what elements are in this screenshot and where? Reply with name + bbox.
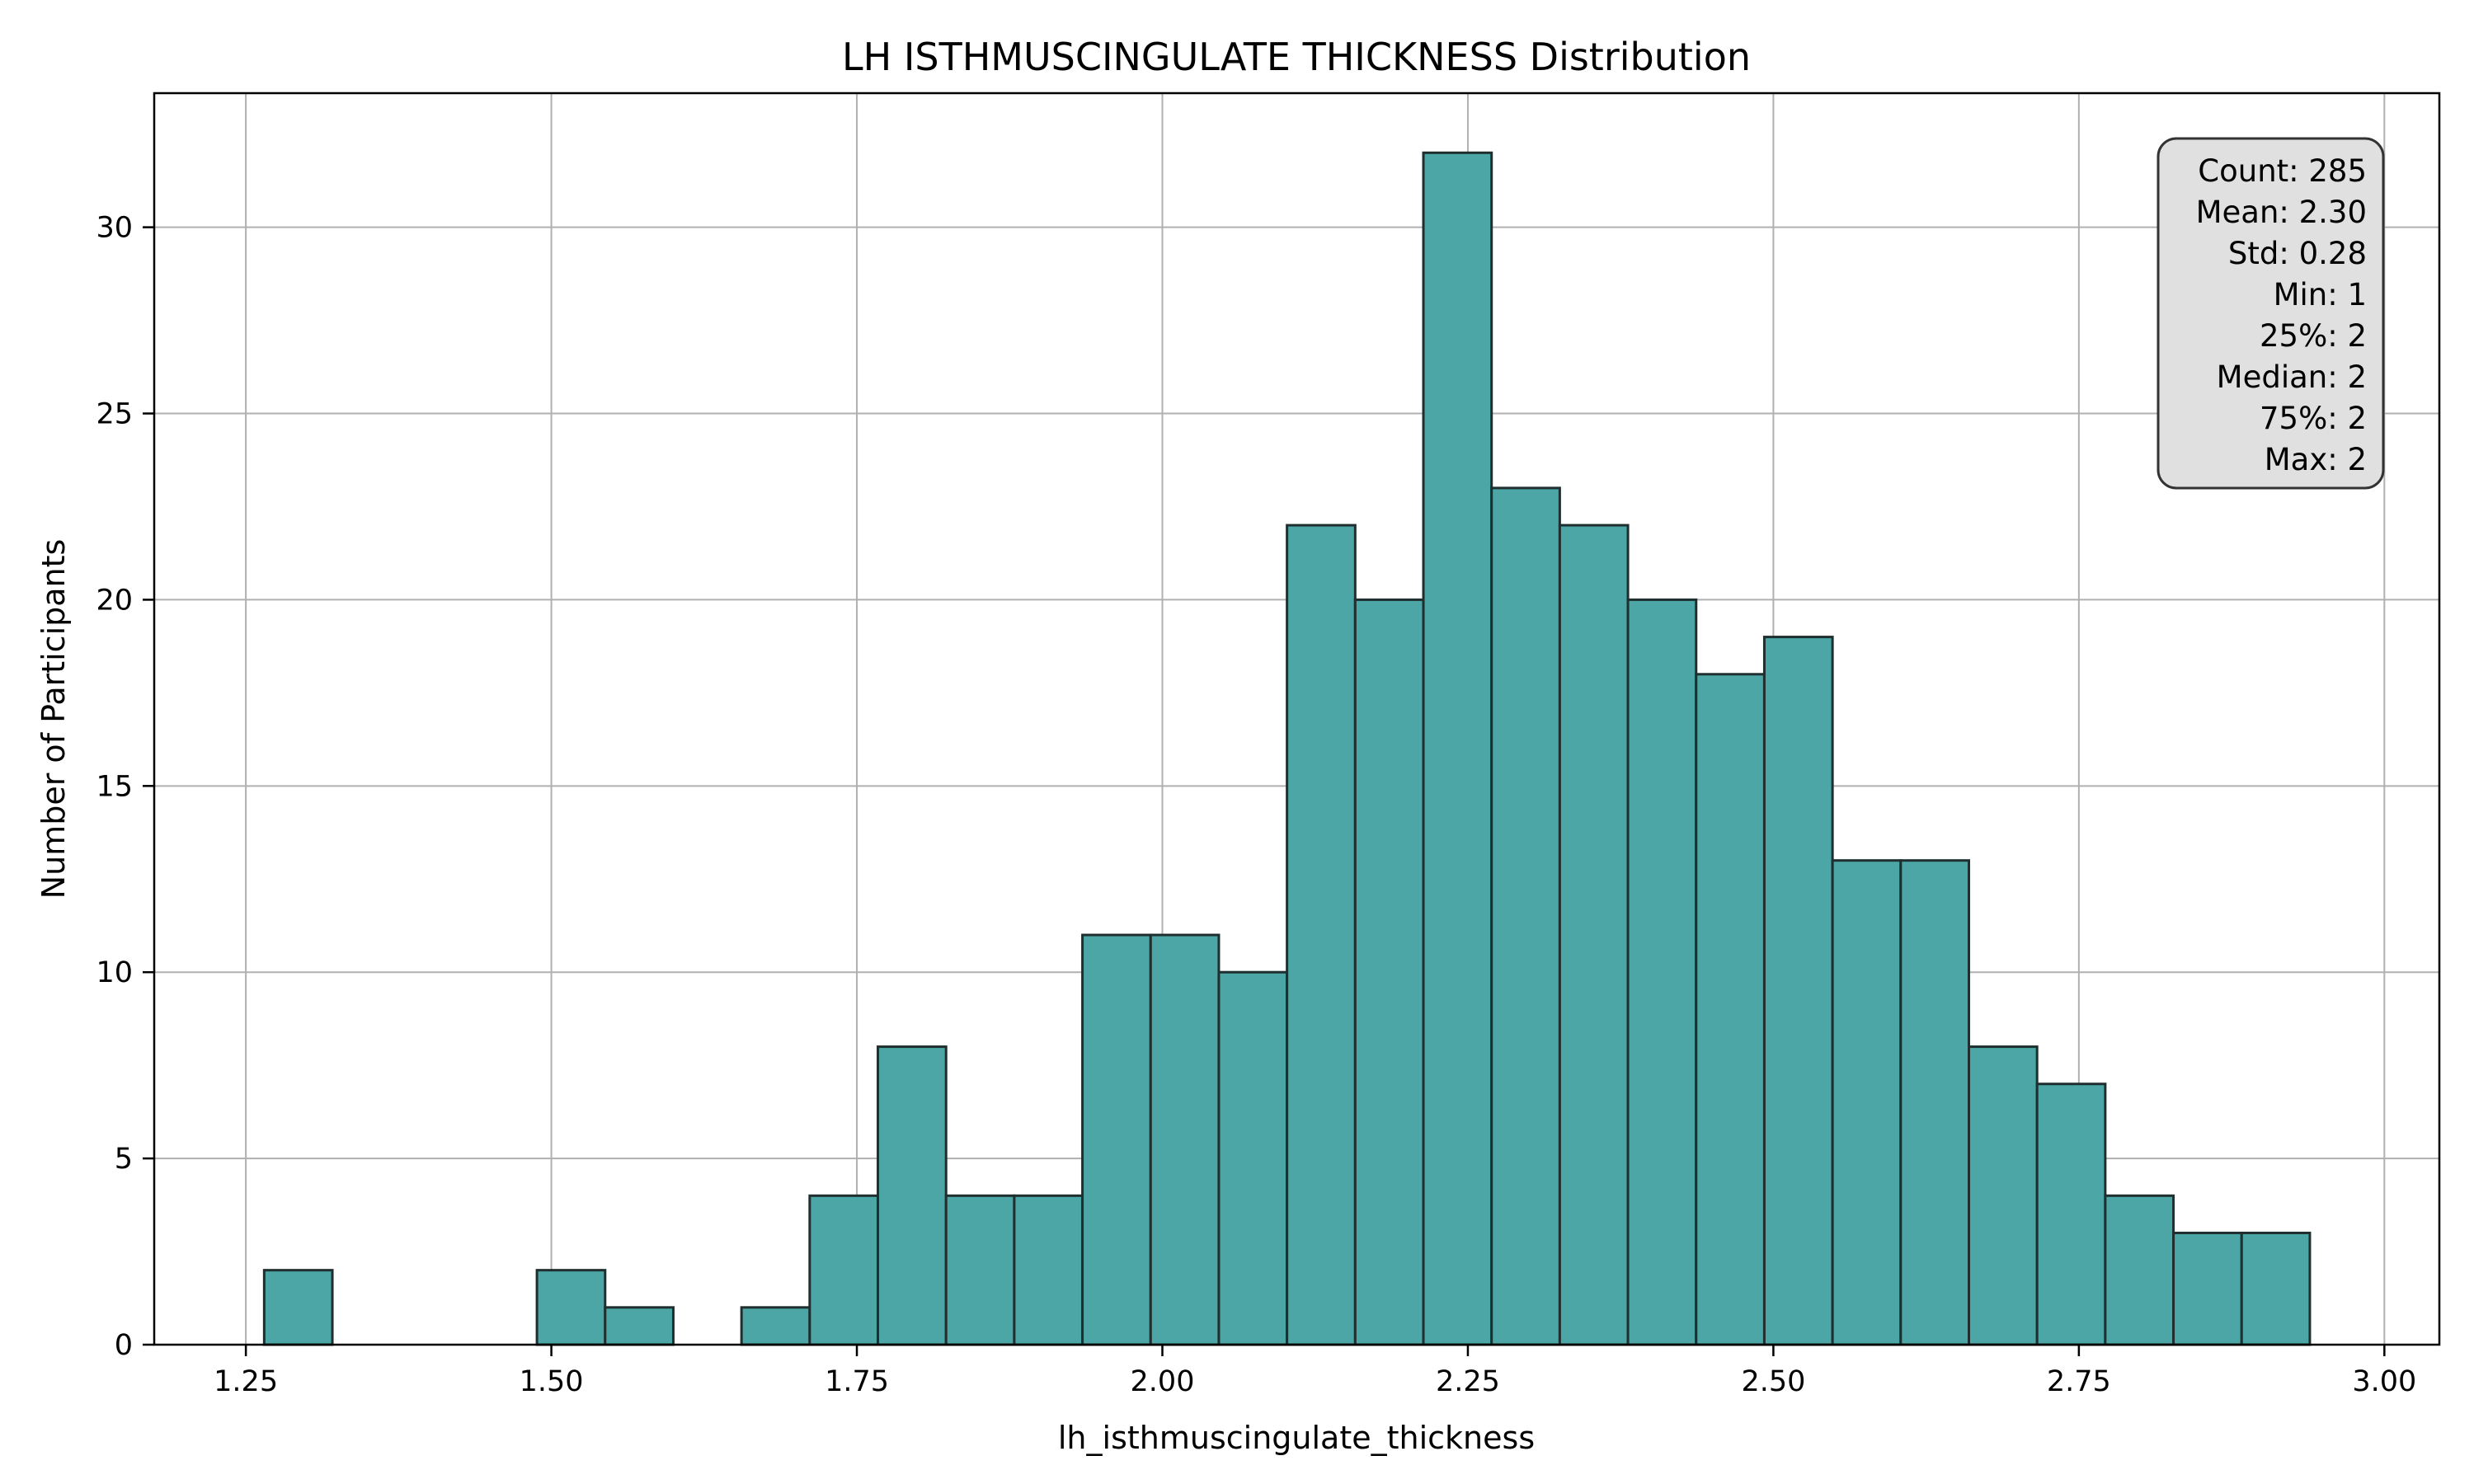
stats-line: Std: 0.28 [2228,236,2367,271]
histogram-bar [877,1045,948,1346]
x-tick-label: 1.25 [214,1365,278,1398]
y-tick-label: 10 [96,956,133,989]
histogram-bar [1899,859,1970,1346]
histogram-bar [535,1269,607,1346]
y-tick-label: 20 [96,584,133,617]
histogram-bar [2240,1231,2312,1346]
x-tick-label: 2.00 [1131,1365,1195,1398]
histogram-bar [262,1269,334,1346]
stats-box-background [2157,137,2385,490]
histogram-bar [1217,970,1289,1346]
y-tick-label: 30 [96,212,133,245]
y-tick-label: 0 [115,1329,133,1362]
histogram-bar [1149,933,1221,1346]
y-tick-label: 25 [96,398,133,431]
histogram-bar [808,1194,880,1346]
histogram-bar [1831,859,1903,1346]
x-tick-label: 2.25 [1436,1365,1500,1398]
stats-line: Min: 1 [2274,277,2367,312]
histogram-bar [2035,1082,2107,1346]
x-axis-label: lh_isthmuscingulate_thickness [1058,1420,1535,1456]
bar-layer [262,151,2312,1346]
stats-line: Median: 2 [2217,359,2367,395]
histogram-bar [2172,1231,2243,1346]
y-axis-label: Number of Participants [35,539,72,899]
stats-line: Count: 285 [2198,153,2367,189]
histogram-bar [1558,524,1630,1346]
x-tick-label: 1.50 [520,1365,584,1398]
histogram-bar [944,1194,1016,1346]
histogram-bar [1490,486,1561,1346]
plot-frame [153,92,2441,1346]
histogram-bar [1762,636,1834,1346]
chart-title: LH ISTHMUSCINGULATE THICKNESS Distributi… [842,35,1751,79]
stats-lines: Count: 285 Mean: 2.30 Std: 0.28 Min: 1 25%: … [2196,153,2367,477]
histogram-bar [740,1306,811,1346]
histogram-bar [1353,598,1425,1346]
histogram-bar [1286,524,1357,1346]
stats-line: 75%: 2 [2260,401,2367,436]
y-tick-label: 15 [96,770,133,803]
stats-line: Max: 2 [2265,442,2367,477]
stats-box: Count: 285 Mean: 2.30 Std: 0.28 Min: 1 25%: … [2157,137,2385,490]
stats-line: Mean: 2.30 [2196,195,2367,230]
histogram-bar [1626,598,1698,1346]
x-tick-label: 1.75 [825,1365,889,1398]
x-tick-label: 2.50 [1741,1365,1805,1398]
stats-line: 25%: 2 [2260,318,2367,354]
histogram-bar [2104,1194,2175,1346]
histogram-bar [1422,151,1493,1346]
histogram-bar [1013,1194,1084,1346]
histogram-bar [1081,933,1152,1346]
histogram-bar [1695,673,1766,1346]
x-tick-label: 2.75 [2047,1365,2111,1398]
tick-layer: 1.25 1.50 1.75 2.00 2.25 2.50 2.75 3.00 0 5 10 15 20… [96,212,2416,1398]
histogram-bar [1968,1045,2039,1346]
x-tick-label: 3.00 [2352,1365,2416,1398]
histogram-bar [604,1306,675,1346]
y-tick-label: 5 [115,1143,133,1176]
